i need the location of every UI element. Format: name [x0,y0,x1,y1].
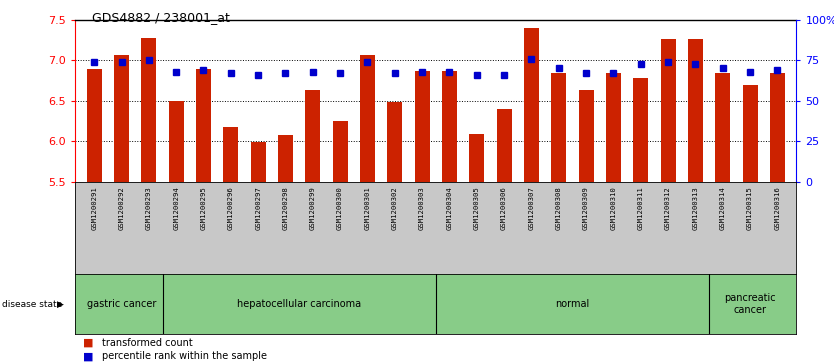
Text: disease state: disease state [2,299,62,309]
Bar [633,78,648,182]
Bar [168,101,183,182]
Bar [224,127,239,182]
Bar [387,102,402,182]
Text: GSM1200294: GSM1200294 [173,186,179,230]
Text: GSM1200291: GSM1200291 [91,186,98,230]
Text: GSM1200312: GSM1200312 [665,186,671,230]
Bar [605,73,620,182]
Text: GSM1200314: GSM1200314 [720,186,726,230]
Text: GSM1200293: GSM1200293 [146,186,152,230]
Text: GSM1200292: GSM1200292 [118,186,124,230]
Text: GSM1200313: GSM1200313 [692,186,698,230]
Bar [278,135,293,182]
Text: ▶: ▶ [57,299,63,309]
Bar [688,38,703,182]
Bar [579,90,594,182]
Bar [524,28,539,182]
Text: GSM1200307: GSM1200307 [529,186,535,230]
Bar [661,38,676,182]
Text: GSM1200300: GSM1200300 [337,186,343,230]
Text: hepatocellular carcinoma: hepatocellular carcinoma [237,299,361,309]
Bar [470,134,485,182]
Bar [251,142,266,182]
Text: GSM1200308: GSM1200308 [555,186,562,230]
Text: GSM1200309: GSM1200309 [583,186,589,230]
Bar [496,109,511,182]
Bar [414,71,430,182]
Text: GSM1200299: GSM1200299 [309,186,316,230]
Text: GSM1200296: GSM1200296 [228,186,234,230]
Text: normal: normal [555,299,590,309]
Bar [141,38,156,182]
Text: GSM1200298: GSM1200298 [283,186,289,230]
Text: percentile rank within the sample: percentile rank within the sample [102,351,267,362]
Text: ■: ■ [83,338,94,348]
Text: ■: ■ [83,351,94,362]
Bar [114,55,129,182]
Text: pancreatic
cancer: pancreatic cancer [724,293,776,315]
Bar [551,73,566,182]
Text: GSM1200301: GSM1200301 [364,186,370,230]
Text: GDS4882 / 238001_at: GDS4882 / 238001_at [92,11,229,24]
Bar [87,69,102,182]
Bar [360,55,375,182]
Bar [770,73,785,182]
Text: GSM1200311: GSM1200311 [638,186,644,230]
Text: transformed count: transformed count [102,338,193,348]
Text: GSM1200310: GSM1200310 [610,186,616,230]
Text: GSM1200315: GSM1200315 [747,186,753,230]
Bar [196,69,211,182]
Text: GSM1200303: GSM1200303 [420,186,425,230]
Text: GSM1200302: GSM1200302 [392,186,398,230]
Text: GSM1200305: GSM1200305 [474,186,480,230]
Text: GSM1200304: GSM1200304 [446,186,452,230]
Text: GSM1200297: GSM1200297 [255,186,261,230]
Bar [716,73,731,182]
Bar [442,71,457,182]
Bar [742,85,757,182]
Text: gastric cancer: gastric cancer [87,299,156,309]
Bar [305,90,320,182]
Text: GSM1200316: GSM1200316 [774,186,781,230]
Bar [333,121,348,182]
Text: GSM1200295: GSM1200295 [200,186,207,230]
Text: GSM1200306: GSM1200306 [501,186,507,230]
